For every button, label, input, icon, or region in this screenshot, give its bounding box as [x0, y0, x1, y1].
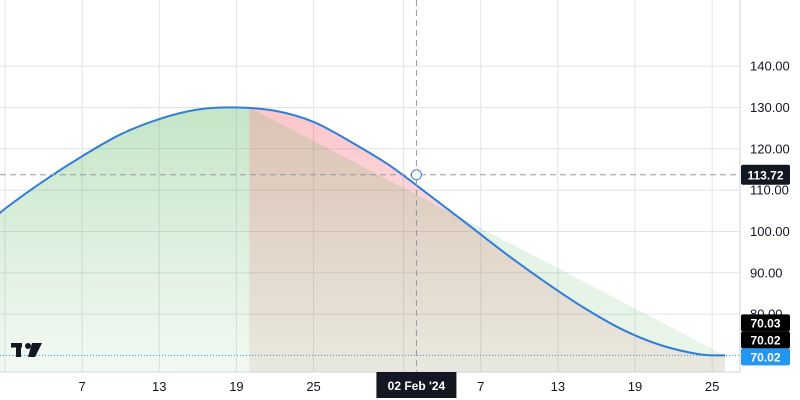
- x-tick-label: 19: [229, 379, 243, 394]
- shaded-region-left: [0, 107, 250, 372]
- crosshair-dot: [410, 169, 422, 181]
- price-badge-label: 70.02: [750, 350, 780, 364]
- price-badge-bg: [741, 314, 790, 332]
- crosshair-x-label: 02 Feb '24: [388, 379, 446, 393]
- y-tick-label: 100.00: [750, 224, 790, 239]
- series-layer: [0, 106, 726, 357]
- crosshair-y-label: 113.72: [747, 168, 783, 182]
- x-tick-label: 13: [152, 379, 166, 394]
- y-tick-label: 140.00: [750, 59, 790, 74]
- crosshair-x-label-bg: [376, 372, 457, 398]
- tradingview-logo-icon[interactable]: [11, 343, 42, 357]
- crosshair: [0, 0, 740, 372]
- shaded-areas: [0, 107, 726, 372]
- price-badge-label: 70.03: [750, 316, 780, 330]
- price-badge-label: 70.02: [750, 333, 780, 347]
- price-badges: 02 Feb '24 113.72 70.03 70.02 70.02: [376, 164, 790, 398]
- x-tick-label: 25: [306, 379, 320, 394]
- y-tick-label: 90.00: [750, 265, 783, 280]
- x-tick-label: 7: [477, 379, 484, 394]
- y-tick-label: 120.00: [750, 141, 790, 156]
- price-badge-bg: [741, 348, 790, 366]
- x-tick-label: 7: [79, 379, 86, 394]
- x-tick-label: 19: [628, 379, 642, 394]
- x-tick-label: 25: [705, 379, 719, 394]
- x-tick-label: 13: [551, 379, 565, 394]
- series-line: [0, 106, 726, 357]
- price-badge-bg: [741, 331, 790, 349]
- y-tick-label: 110.00: [750, 183, 789, 198]
- crosshair-y-label-bg: [741, 164, 790, 185]
- y-tick-label: 130.00: [750, 100, 790, 115]
- time-axis: 7 13 19 25 7 13 19 25: [79, 379, 720, 394]
